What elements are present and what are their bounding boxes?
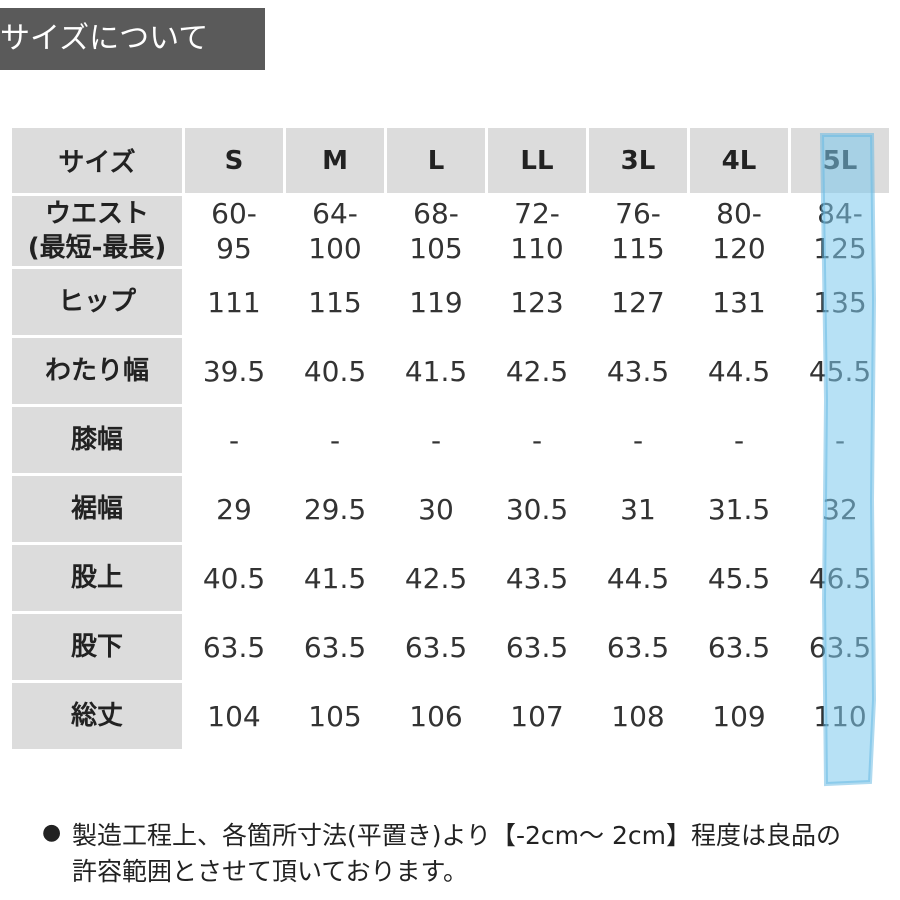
row-label: ウエスト (最短-最長) (12, 196, 182, 266)
cell: 119 (387, 269, 485, 335)
cell: 42.5 (488, 338, 586, 404)
cell: 131 (690, 269, 788, 335)
cell: 29.5 (286, 476, 384, 542)
row-label: 膝幅 (12, 407, 182, 473)
cell: 72- 110 (488, 196, 586, 266)
cell: 40.5 (286, 338, 384, 404)
cell: 63.5 (690, 614, 788, 680)
cell: 31 (589, 476, 687, 542)
cell: 76- 115 (589, 196, 687, 266)
note: 製造工程上、各箇所寸法(平置き)より【-2cm～ 2cm】程度は良品の許容範囲と… (42, 818, 862, 890)
cell: 110 (791, 683, 889, 749)
cell: 45.5 (791, 338, 889, 404)
column-header: M (286, 128, 384, 193)
cell: 106 (387, 683, 485, 749)
table-row: 総丈 104 105 106 107 108 109 110 (12, 683, 889, 749)
cell: 127 (589, 269, 687, 335)
cell: 135 (791, 269, 889, 335)
header-row: サイズ S M L LL 3L 4L 5L (12, 128, 889, 193)
row-label: わたり幅 (12, 338, 182, 404)
column-header: 5L (791, 128, 889, 193)
row-label: 股上 (12, 545, 182, 611)
cell: 42.5 (387, 545, 485, 611)
cell: 41.5 (387, 338, 485, 404)
column-header: L (387, 128, 485, 193)
cell: 105 (286, 683, 384, 749)
cell: 63.5 (286, 614, 384, 680)
section-title: サイズについて (0, 8, 265, 70)
row-label: 総丈 (12, 683, 182, 749)
table-row: ヒップ 111 115 119 123 127 131 135 (12, 269, 889, 335)
cell: 46.5 (791, 545, 889, 611)
cell: 31.5 (690, 476, 788, 542)
cell: 44.5 (690, 338, 788, 404)
cell: 60- 95 (185, 196, 283, 266)
cell: 115 (286, 269, 384, 335)
table-row: わたり幅 39.5 40.5 41.5 42.5 43.5 44.5 45.5 (12, 338, 889, 404)
row-label: ヒップ (12, 269, 182, 335)
cell: 84- 125 (791, 196, 889, 266)
cell: 80- 120 (690, 196, 788, 266)
cell: 63.5 (589, 614, 687, 680)
cell: - (387, 407, 485, 473)
row-label: 股下 (12, 614, 182, 680)
column-header: LL (488, 128, 586, 193)
cell: 45.5 (690, 545, 788, 611)
cell: 30 (387, 476, 485, 542)
cell: - (286, 407, 384, 473)
cell: 41.5 (286, 545, 384, 611)
size-table: サイズ S M L LL 3L 4L 5L ウエスト (最短-最長) 60- 95 64- 100… (9, 125, 892, 752)
cell: 43.5 (488, 545, 586, 611)
cell: 63.5 (791, 614, 889, 680)
column-header: 4L (690, 128, 788, 193)
cell: 68- 105 (387, 196, 485, 266)
cell: 64- 100 (286, 196, 384, 266)
cell: 109 (690, 683, 788, 749)
column-header: サイズ (12, 128, 182, 193)
cell: 107 (488, 683, 586, 749)
cell: - (589, 407, 687, 473)
note-text: 製造工程上、各箇所寸法(平置き)より【-2cm～ 2cm】程度は良品の許容範囲と… (72, 821, 841, 886)
cell: 111 (185, 269, 283, 335)
cell: - (791, 407, 889, 473)
table-row: ウエスト (最短-最長) 60- 95 64- 100 68- 105 72- 110 7… (12, 196, 889, 266)
cell: - (690, 407, 788, 473)
cell: 39.5 (185, 338, 283, 404)
cell: 30.5 (488, 476, 586, 542)
cell: 44.5 (589, 545, 687, 611)
cell: 108 (589, 683, 687, 749)
cell: 63.5 (185, 614, 283, 680)
cell: - (488, 407, 586, 473)
cell: 32 (791, 476, 889, 542)
cell: 63.5 (488, 614, 586, 680)
table-body: ウエスト (最短-最長) 60- 95 64- 100 68- 105 72- 110 7… (12, 196, 889, 749)
row-label: 裾幅 (12, 476, 182, 542)
table-row: 膝幅 - - - - - - - (12, 407, 889, 473)
cell: 123 (488, 269, 586, 335)
cell: 104 (185, 683, 283, 749)
table-row: 股下 63.5 63.5 63.5 63.5 63.5 63.5 63.5 (12, 614, 889, 680)
cell: 43.5 (589, 338, 687, 404)
column-header: S (185, 128, 283, 193)
cell: 40.5 (185, 545, 283, 611)
table-row: 裾幅 29 29.5 30 30.5 31 31.5 32 (12, 476, 889, 542)
cell: - (185, 407, 283, 473)
column-header: 3L (589, 128, 687, 193)
table-head: サイズ S M L LL 3L 4L 5L (12, 128, 889, 193)
table-row: 股上 40.5 41.5 42.5 43.5 44.5 45.5 46.5 (12, 545, 889, 611)
bullet: ● (42, 820, 62, 845)
cell: 63.5 (387, 614, 485, 680)
cell: 29 (185, 476, 283, 542)
